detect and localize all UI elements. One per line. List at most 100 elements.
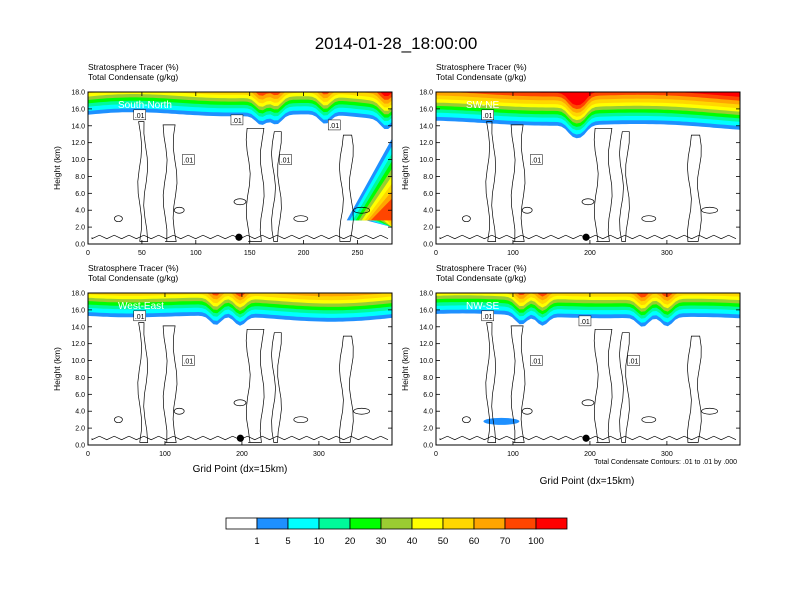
x-tick-label: 100 bbox=[507, 250, 519, 257]
condensate-contour bbox=[271, 131, 282, 242]
tracer-level-8 bbox=[436, 92, 740, 113]
x-tick-label: 250 bbox=[352, 250, 364, 257]
colorbar-swatch bbox=[349, 517, 382, 530]
y-axis-label: Height (km) bbox=[52, 146, 62, 190]
contour-label: .01 bbox=[279, 154, 292, 165]
cloud-blob-contour bbox=[233, 198, 247, 206]
colorbar-swatch bbox=[535, 517, 568, 530]
tracer-level-9 bbox=[517, 293, 674, 298]
y-tick-label: 6.0 bbox=[75, 392, 85, 399]
cloud-blob-contour bbox=[293, 215, 309, 223]
condensate-contour bbox=[245, 328, 265, 443]
colorbar-label: 40 bbox=[407, 536, 418, 547]
panel-header-tracer: Stratosphere Tracer (%) bbox=[436, 263, 527, 273]
y-tick-label: 2.0 bbox=[423, 426, 433, 433]
x-tick-label: 200 bbox=[298, 250, 310, 257]
y-tick-label: 18.0 bbox=[71, 291, 85, 298]
svg-text:.01: .01 bbox=[183, 359, 193, 366]
panel-header-condensate: Total Condensate (g/kg) bbox=[88, 273, 178, 283]
location-marker bbox=[235, 233, 243, 241]
x-tick-label: 300 bbox=[661, 451, 673, 458]
panel-label: South-North bbox=[118, 100, 172, 111]
y-tick-label: 2.0 bbox=[75, 225, 85, 232]
location-marker bbox=[582, 233, 590, 241]
tracer-blob bbox=[483, 417, 520, 425]
y-tick-label: 14.0 bbox=[419, 324, 433, 331]
tracer-level-8 bbox=[206, 293, 389, 301]
x-axis-label-nw-se: Grid Point (dx=15km) bbox=[540, 476, 635, 487]
svg-text:.01: .01 bbox=[135, 113, 145, 120]
svg-text:.01: .01 bbox=[531, 158, 541, 165]
y-tick-label: 16.0 bbox=[71, 307, 85, 314]
y-tick-label: 14.0 bbox=[71, 123, 85, 130]
figure-title: 2014-01-28_18:00:00 bbox=[315, 34, 478, 53]
contour-note: Total Condensate Contours: .01 to .01 by… bbox=[594, 459, 737, 466]
contour-label: .01 bbox=[133, 109, 146, 121]
y-axis-label: Height (km) bbox=[400, 146, 410, 190]
x-tick-label: 150 bbox=[244, 250, 256, 257]
cloud-blob-contour bbox=[521, 206, 533, 214]
y-tick-label: 18.0 bbox=[419, 90, 433, 97]
y-tick-label: 4.0 bbox=[75, 409, 85, 416]
contour-label: .01 bbox=[182, 355, 195, 366]
panel-label: NW-SE bbox=[466, 301, 499, 312]
colorbar-swatch bbox=[473, 517, 506, 530]
y-tick-label: 4.0 bbox=[75, 208, 85, 215]
cloud-blob-contour bbox=[293, 416, 309, 424]
cloud-blob-contour bbox=[114, 215, 123, 223]
tracer-level-10 bbox=[88, 289, 392, 293]
cloud-blob-contour bbox=[462, 215, 471, 223]
y-tick-label: 12.0 bbox=[419, 140, 433, 147]
svg-text:.01: .01 bbox=[281, 158, 291, 165]
x-tick-label: 50 bbox=[138, 250, 146, 257]
colorbar: 1 5 10 20 30 40 50 60 70 100 bbox=[225, 517, 568, 547]
condensate-contour bbox=[593, 328, 613, 443]
y-tick-label: 4.0 bbox=[423, 208, 433, 215]
y-tick-label: 8.0 bbox=[423, 375, 433, 382]
condensate-contour bbox=[619, 332, 630, 443]
colorbar-label: 10 bbox=[314, 536, 325, 547]
y-tick-label: 18.0 bbox=[419, 291, 433, 298]
y-tick-label: 8.0 bbox=[75, 174, 85, 181]
x-tick-label: 0 bbox=[434, 451, 438, 458]
contour-label: .01 bbox=[133, 310, 146, 322]
panel-sw-ne: .01 .01 SW-NE Stratosphere Tracer (%)Total … bbox=[400, 62, 741, 257]
y-tick-label: 10.0 bbox=[71, 157, 85, 164]
tracer-level-8 bbox=[513, 293, 679, 302]
svg-text:.01: .01 bbox=[483, 314, 493, 321]
y-tick-label: 0.0 bbox=[75, 242, 85, 249]
panel-header-condensate: Total Condensate (g/kg) bbox=[436, 273, 526, 283]
y-axis-label: Height (km) bbox=[52, 347, 62, 391]
condensate-contour bbox=[271, 332, 282, 443]
colorbar-label: 1 bbox=[254, 536, 259, 547]
svg-text:.01: .01 bbox=[580, 319, 590, 326]
contour-label: .01 bbox=[182, 154, 195, 165]
contour-label: .01 bbox=[530, 154, 543, 165]
x-tick-label: 300 bbox=[313, 451, 325, 458]
condensate-contour bbox=[137, 322, 149, 443]
svg-text:.01: .01 bbox=[329, 123, 339, 130]
y-tick-label: 2.0 bbox=[423, 225, 433, 232]
panel-header-condensate: Total Condensate (g/kg) bbox=[436, 72, 526, 82]
svg-text:.01: .01 bbox=[135, 314, 145, 321]
y-tick-label: 12.0 bbox=[419, 341, 433, 348]
cloud-blob-contour bbox=[353, 206, 370, 214]
condensate-contours-west-east bbox=[91, 322, 389, 443]
tracer-level-6 bbox=[88, 92, 392, 111]
svg-text:.01: .01 bbox=[232, 118, 242, 125]
colorbar-swatch bbox=[380, 517, 413, 530]
y-tick-label: 6.0 bbox=[75, 191, 85, 198]
y-tick-label: 16.0 bbox=[71, 106, 85, 113]
plot-frame bbox=[435, 91, 741, 245]
panel-header-tracer: Stratosphere Tracer (%) bbox=[88, 62, 179, 72]
cloud-blob-contour bbox=[521, 407, 533, 415]
y-tick-label: 0.0 bbox=[423, 443, 433, 450]
y-tick-label: 18.0 bbox=[71, 90, 85, 97]
condensate-contours-nw-se bbox=[439, 322, 737, 443]
colorbar-label: 30 bbox=[376, 536, 387, 547]
y-tick-label: 6.0 bbox=[423, 191, 433, 198]
low-cloud-contour bbox=[91, 435, 389, 441]
y-tick-label: 10.0 bbox=[71, 358, 85, 365]
y-tick-label: 14.0 bbox=[71, 324, 85, 331]
cloud-blob-contour bbox=[173, 206, 185, 214]
